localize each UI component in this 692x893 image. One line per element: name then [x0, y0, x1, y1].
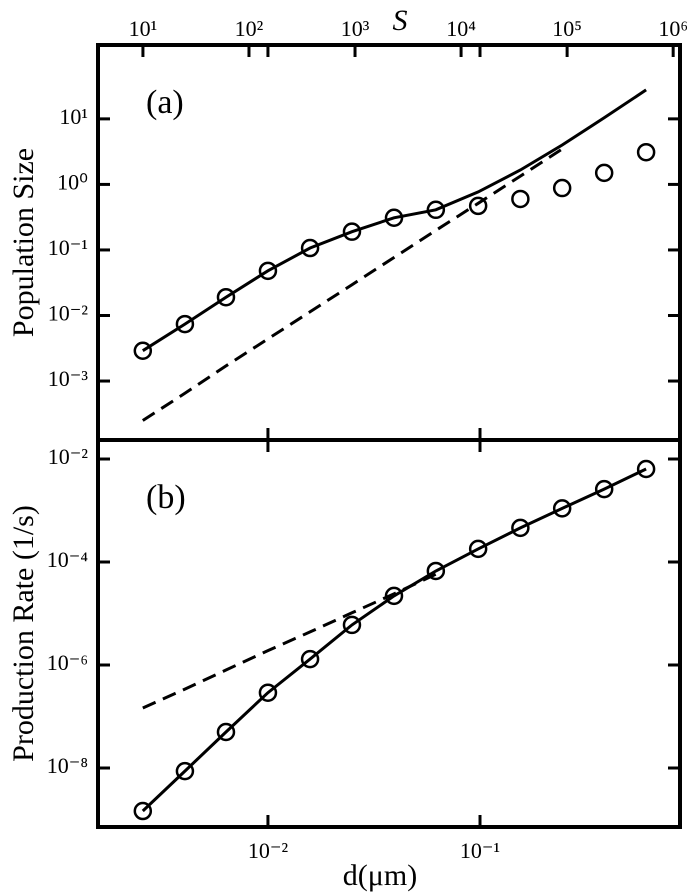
- x-tick-label: 10⁻¹: [460, 838, 500, 863]
- data-point: [342, 615, 362, 635]
- plot-frame: [96, 438, 682, 829]
- y-axis-label: Population Size: [7, 148, 40, 337]
- data-point: [342, 222, 362, 241]
- x2-tick-label: 10¹: [129, 16, 158, 41]
- data-point: [552, 499, 572, 518]
- data-point: [636, 459, 656, 479]
- data-point: [594, 479, 614, 499]
- y-tick-label: 10⁻³: [48, 366, 89, 391]
- plot-frame: [96, 43, 682, 442]
- x-axis-label: d(μm): [343, 859, 417, 892]
- x2-tick-label: 10⁶: [658, 16, 688, 41]
- data-point: [511, 518, 530, 538]
- data-point: [216, 287, 236, 307]
- data-point: [175, 761, 195, 781]
- data-point: [426, 561, 446, 581]
- panel-label: (a): [146, 84, 184, 121]
- solid-line: [141, 88, 647, 352]
- x-tick-label: 10⁻²: [248, 838, 289, 863]
- data-point: [258, 683, 278, 702]
- y-tick-label: 10⁻²: [48, 301, 89, 326]
- solid-line: [141, 467, 647, 813]
- data-point: [511, 189, 530, 209]
- data-point: [258, 261, 278, 281]
- data-point: [552, 178, 572, 198]
- y-tick-label: 10⁻⁸: [47, 753, 88, 778]
- data-point: [636, 142, 656, 162]
- x2-tick-label: 10²: [235, 16, 264, 41]
- y-tick-label: 10⁻⁶: [47, 650, 88, 675]
- dashed-line: [141, 147, 564, 422]
- y-tick-label: 10⁰: [57, 169, 88, 194]
- y-tick-label: 10⁻¹: [48, 235, 88, 260]
- x2-axis-label: S: [393, 4, 408, 37]
- data-point: [468, 196, 488, 216]
- data-point: [384, 208, 404, 228]
- x2-tick-label: 10³: [341, 16, 370, 41]
- y-tick-label: 10⁻²: [48, 444, 89, 469]
- x2-tick-label: 10⁵: [552, 16, 582, 41]
- data-point: [426, 200, 446, 220]
- data-point: [468, 539, 488, 559]
- y-axis-label: Production Rate (1/s): [7, 505, 40, 762]
- x2-tick-label: 10⁴: [446, 16, 476, 41]
- data-point: [175, 314, 195, 334]
- data-point: [133, 801, 153, 821]
- y-tick-label: 10¹: [59, 104, 88, 129]
- y-tick-label: 10⁻⁴: [47, 547, 89, 572]
- dashed-line: [142, 572, 437, 710]
- data-point: [133, 341, 153, 360]
- data-point: [594, 163, 614, 183]
- panel-label: (b): [146, 479, 186, 516]
- data-point: [300, 238, 320, 258]
- data-point: [384, 586, 404, 606]
- data-point: [300, 649, 320, 669]
- data-point: [216, 722, 236, 742]
